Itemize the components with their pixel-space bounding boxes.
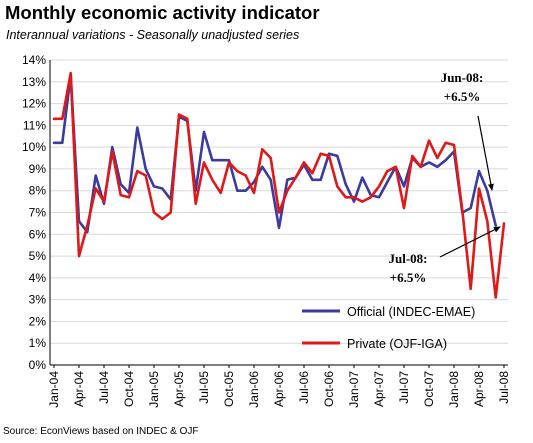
y-tick-label: 0% bbox=[29, 358, 47, 372]
legend-label: Private (OJF-IGA) bbox=[347, 337, 447, 351]
annotation-label: Jun-08: bbox=[441, 70, 484, 85]
x-tick-label: Jan-08 bbox=[447, 371, 461, 408]
annotation-label: +6.5% bbox=[390, 270, 427, 285]
x-tick-label: Apr-08 bbox=[472, 371, 486, 407]
y-tick-label: 1% bbox=[29, 336, 47, 350]
x-tick-label: Oct-07 bbox=[422, 371, 436, 407]
y-tick-label: 10% bbox=[22, 140, 46, 154]
x-tick-label: Jan-06 bbox=[247, 371, 261, 408]
y-tick-label: 3% bbox=[29, 293, 47, 307]
x-tick-label: Jul-08 bbox=[497, 371, 511, 404]
x-tick-label: Jan-05 bbox=[147, 371, 161, 408]
y-tick-label: 11% bbox=[23, 118, 46, 132]
annotation-arrow bbox=[439, 226, 501, 258]
y-tick-label: 14% bbox=[22, 53, 46, 67]
y-tick-label: 5% bbox=[29, 249, 47, 263]
chart-title: Monthly economic activity indicator bbox=[5, 2, 320, 23]
x-tick-label: Jul-04 bbox=[97, 371, 111, 404]
x-tick-label: Jan-07 bbox=[347, 371, 361, 408]
official-series-line bbox=[52, 74, 497, 234]
y-tick-label: 12% bbox=[22, 97, 46, 111]
chart-subtitle: Interannual variations - Seasonally unad… bbox=[6, 28, 300, 42]
private-series-line bbox=[52, 71, 506, 299]
x-tick-label: Oct-04 bbox=[122, 371, 136, 407]
x-tick-label: Jul-07 bbox=[397, 371, 411, 404]
y-tick-label: 9% bbox=[29, 162, 47, 176]
y-tick-label: 7% bbox=[29, 206, 47, 220]
x-tick-label: Jul-06 bbox=[297, 371, 311, 404]
x-tick-label: Apr-06 bbox=[272, 371, 286, 407]
x-tick-label: Oct-05 bbox=[222, 371, 236, 407]
x-tick-label: Apr-07 bbox=[372, 371, 386, 407]
x-tick-label: Apr-04 bbox=[72, 371, 86, 407]
y-tick-label: 4% bbox=[29, 271, 47, 285]
x-tick-label: Apr-05 bbox=[172, 371, 186, 407]
x-tick-label: Jan-04 bbox=[47, 371, 61, 408]
x-tick-label: Jul-05 bbox=[197, 371, 211, 404]
y-tick-label: 8% bbox=[29, 184, 47, 198]
annotation-arrow bbox=[477, 115, 494, 191]
y-tick-label: 6% bbox=[29, 227, 47, 241]
x-tick-label: Oct-06 bbox=[322, 371, 336, 407]
chart-source: Source: EconViews based on INDEC & OJF bbox=[3, 426, 199, 437]
y-tick-label: 13% bbox=[22, 75, 46, 89]
annotation-label: Jul-08: bbox=[389, 251, 428, 266]
annotation-label: +6.5% bbox=[444, 89, 481, 104]
y-tick-label: 2% bbox=[29, 314, 47, 328]
legend-label: Official (INDEC-EMAE) bbox=[347, 305, 475, 319]
